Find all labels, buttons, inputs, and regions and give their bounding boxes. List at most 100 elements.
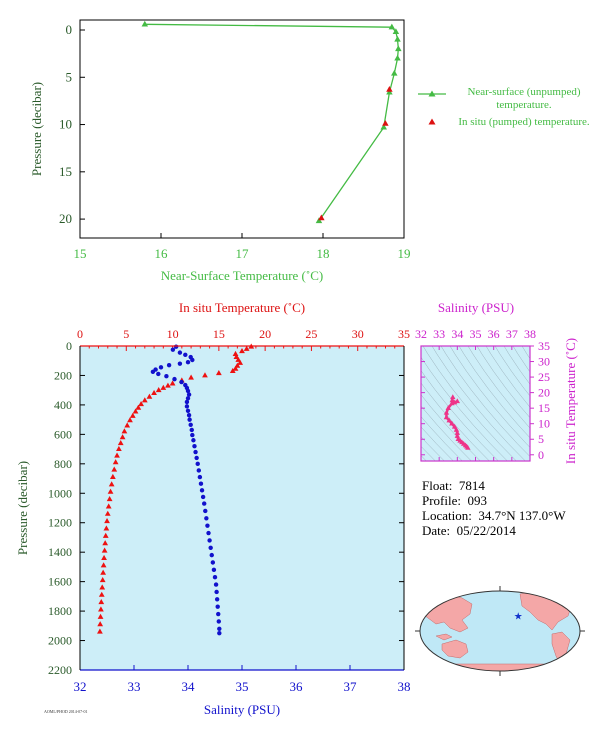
ts-density-contour [467, 346, 530, 429]
profile-y-tick-label: 1000 [48, 486, 72, 500]
location-label: Location: [422, 508, 472, 523]
salinity-profile-point [189, 427, 194, 433]
near-surface-plot-frame [79, 19, 405, 239]
ts-salinity-tick-label: 33 [433, 327, 445, 341]
salinity-profile-point [206, 530, 211, 536]
ts-point [443, 414, 450, 420]
legend-label-unpumped-box: Near-surface (unpumped) temperature. [467, 86, 580, 111]
profile-temperature-axis-label: In situ Temperature (˚C) [179, 300, 305, 315]
profile-temperature-tick-label: 10 [167, 327, 179, 341]
top-x-tick-label: 17 [236, 246, 250, 261]
ts-point [443, 409, 450, 415]
top-y-tick-label: 5 [66, 69, 73, 84]
temperature-profile-point [103, 525, 110, 531]
salinity-profile-point [179, 379, 184, 385]
temperature-profile-point [111, 466, 118, 472]
profile-y-tick-label: 400 [54, 398, 72, 412]
ts-density-contour [458, 346, 530, 439]
temperature-profile-point [232, 350, 239, 357]
unpumped-temperature-point [394, 54, 401, 61]
temperature-profile-point [243, 345, 250, 351]
salinity-profile-point [204, 516, 209, 521]
ts-density-contours [421, 346, 530, 461]
ts-temperature-tick-label: 5 [538, 432, 544, 446]
salinity-profile-point [209, 552, 214, 558]
profile-salinity-tick-label: 35 [236, 679, 249, 694]
ts-density-contour [449, 346, 530, 448]
salinity-profile-point [185, 408, 191, 413]
salinity-profile-point [217, 626, 222, 631]
temperature-profile-point [165, 382, 171, 388]
temperature-profile-point [160, 384, 167, 390]
top-y-tick-label: 20 [59, 211, 72, 226]
pumped-temperature-point [382, 120, 389, 126]
ts-density-contour [421, 382, 490, 461]
profile-y-tick-label: 1600 [48, 575, 72, 589]
temperature-profile-point [232, 365, 239, 371]
profile-value: 093 [467, 493, 488, 508]
ts-density-contour [494, 346, 530, 397]
ts-density-contour [485, 346, 530, 408]
near-surface-y-ticks: 0 5 10 15 20 [59, 22, 85, 226]
temperature-profile-point [116, 445, 122, 452]
salinity-profile-point [198, 481, 204, 486]
salinity-profile-point [213, 582, 219, 587]
profile-y-tick-label: 2200 [48, 663, 72, 677]
ts-density-contour [421, 405, 472, 461]
unpumped-temperature-point [388, 23, 396, 30]
ts-salinity-label: Salinity (PSU) [438, 300, 514, 315]
ts-point [449, 397, 455, 403]
top-x-tick-label: 18 [317, 246, 330, 261]
profile-salinity-points [150, 344, 222, 636]
salinity-profile-point [187, 417, 192, 422]
ts-point [449, 420, 455, 426]
salinity-profile-point [185, 360, 191, 365]
near-surface-x-ticks: 15 16 17 18 19 [74, 233, 411, 261]
ts-point [454, 433, 461, 438]
ts-point [453, 426, 460, 432]
salinity-profile-point [195, 461, 200, 467]
salinity-profile-point [215, 604, 220, 609]
profile-chart: 0200400600800100012001400160018002000220… [15, 300, 411, 717]
temperature-profile-point [138, 400, 144, 407]
unpumped-temperature-point [391, 69, 398, 76]
top-x-tick-label: 19 [398, 246, 411, 261]
unpumped-temperature-point [380, 123, 387, 130]
temperature-profile-point [188, 374, 194, 380]
ts-points [443, 394, 471, 450]
salinity-profile-point [216, 611, 221, 617]
legend-marker-unpumped [428, 90, 436, 97]
unpumped-temperature-point [395, 45, 402, 52]
temperature-profile-point [141, 397, 148, 403]
temperature-profile-point [117, 440, 124, 446]
salinity-profile-point [158, 365, 164, 370]
salinity-profile-point [208, 545, 213, 550]
unpumped-temperature-point [392, 28, 400, 35]
ts-point [446, 417, 452, 423]
temperature-profile-point [104, 510, 111, 516]
top-x-tick-label: 16 [155, 246, 169, 261]
temperature-profile-point [119, 434, 126, 440]
ts-density-contour [421, 394, 481, 461]
near-surface-xlabel: Near-Surface Temperature (˚C) [161, 268, 323, 283]
ts-density-contour [422, 346, 517, 461]
profile-pressure-axis-label: Pressure (decibar) [15, 461, 30, 555]
float-info: Float: 7814 Profile: 093 Location: 34.7°… [422, 478, 566, 538]
temperature-profile-point [155, 386, 162, 393]
salinity-profile-point [190, 357, 195, 363]
salinity-profile-point [184, 399, 190, 405]
profile-temperature-tick-label: 20 [259, 327, 271, 341]
temperature-profile-point [102, 532, 109, 538]
pumped-temperature-point [386, 85, 393, 92]
ts-density-contour [476, 346, 530, 419]
salinity-profile-point [170, 347, 176, 352]
temperature-profile-point [98, 599, 105, 605]
salinity-profile-point [164, 373, 169, 379]
temperature-profile-point [100, 569, 107, 575]
profile-y-tick-label: 2000 [48, 634, 72, 648]
ts-salinity-tick-label: 34 [451, 327, 463, 341]
temperature-profile-point [146, 393, 153, 399]
salinity-profile-point [186, 413, 192, 418]
salinity-profile-point [194, 455, 199, 461]
temperature-profile-point [127, 417, 133, 423]
